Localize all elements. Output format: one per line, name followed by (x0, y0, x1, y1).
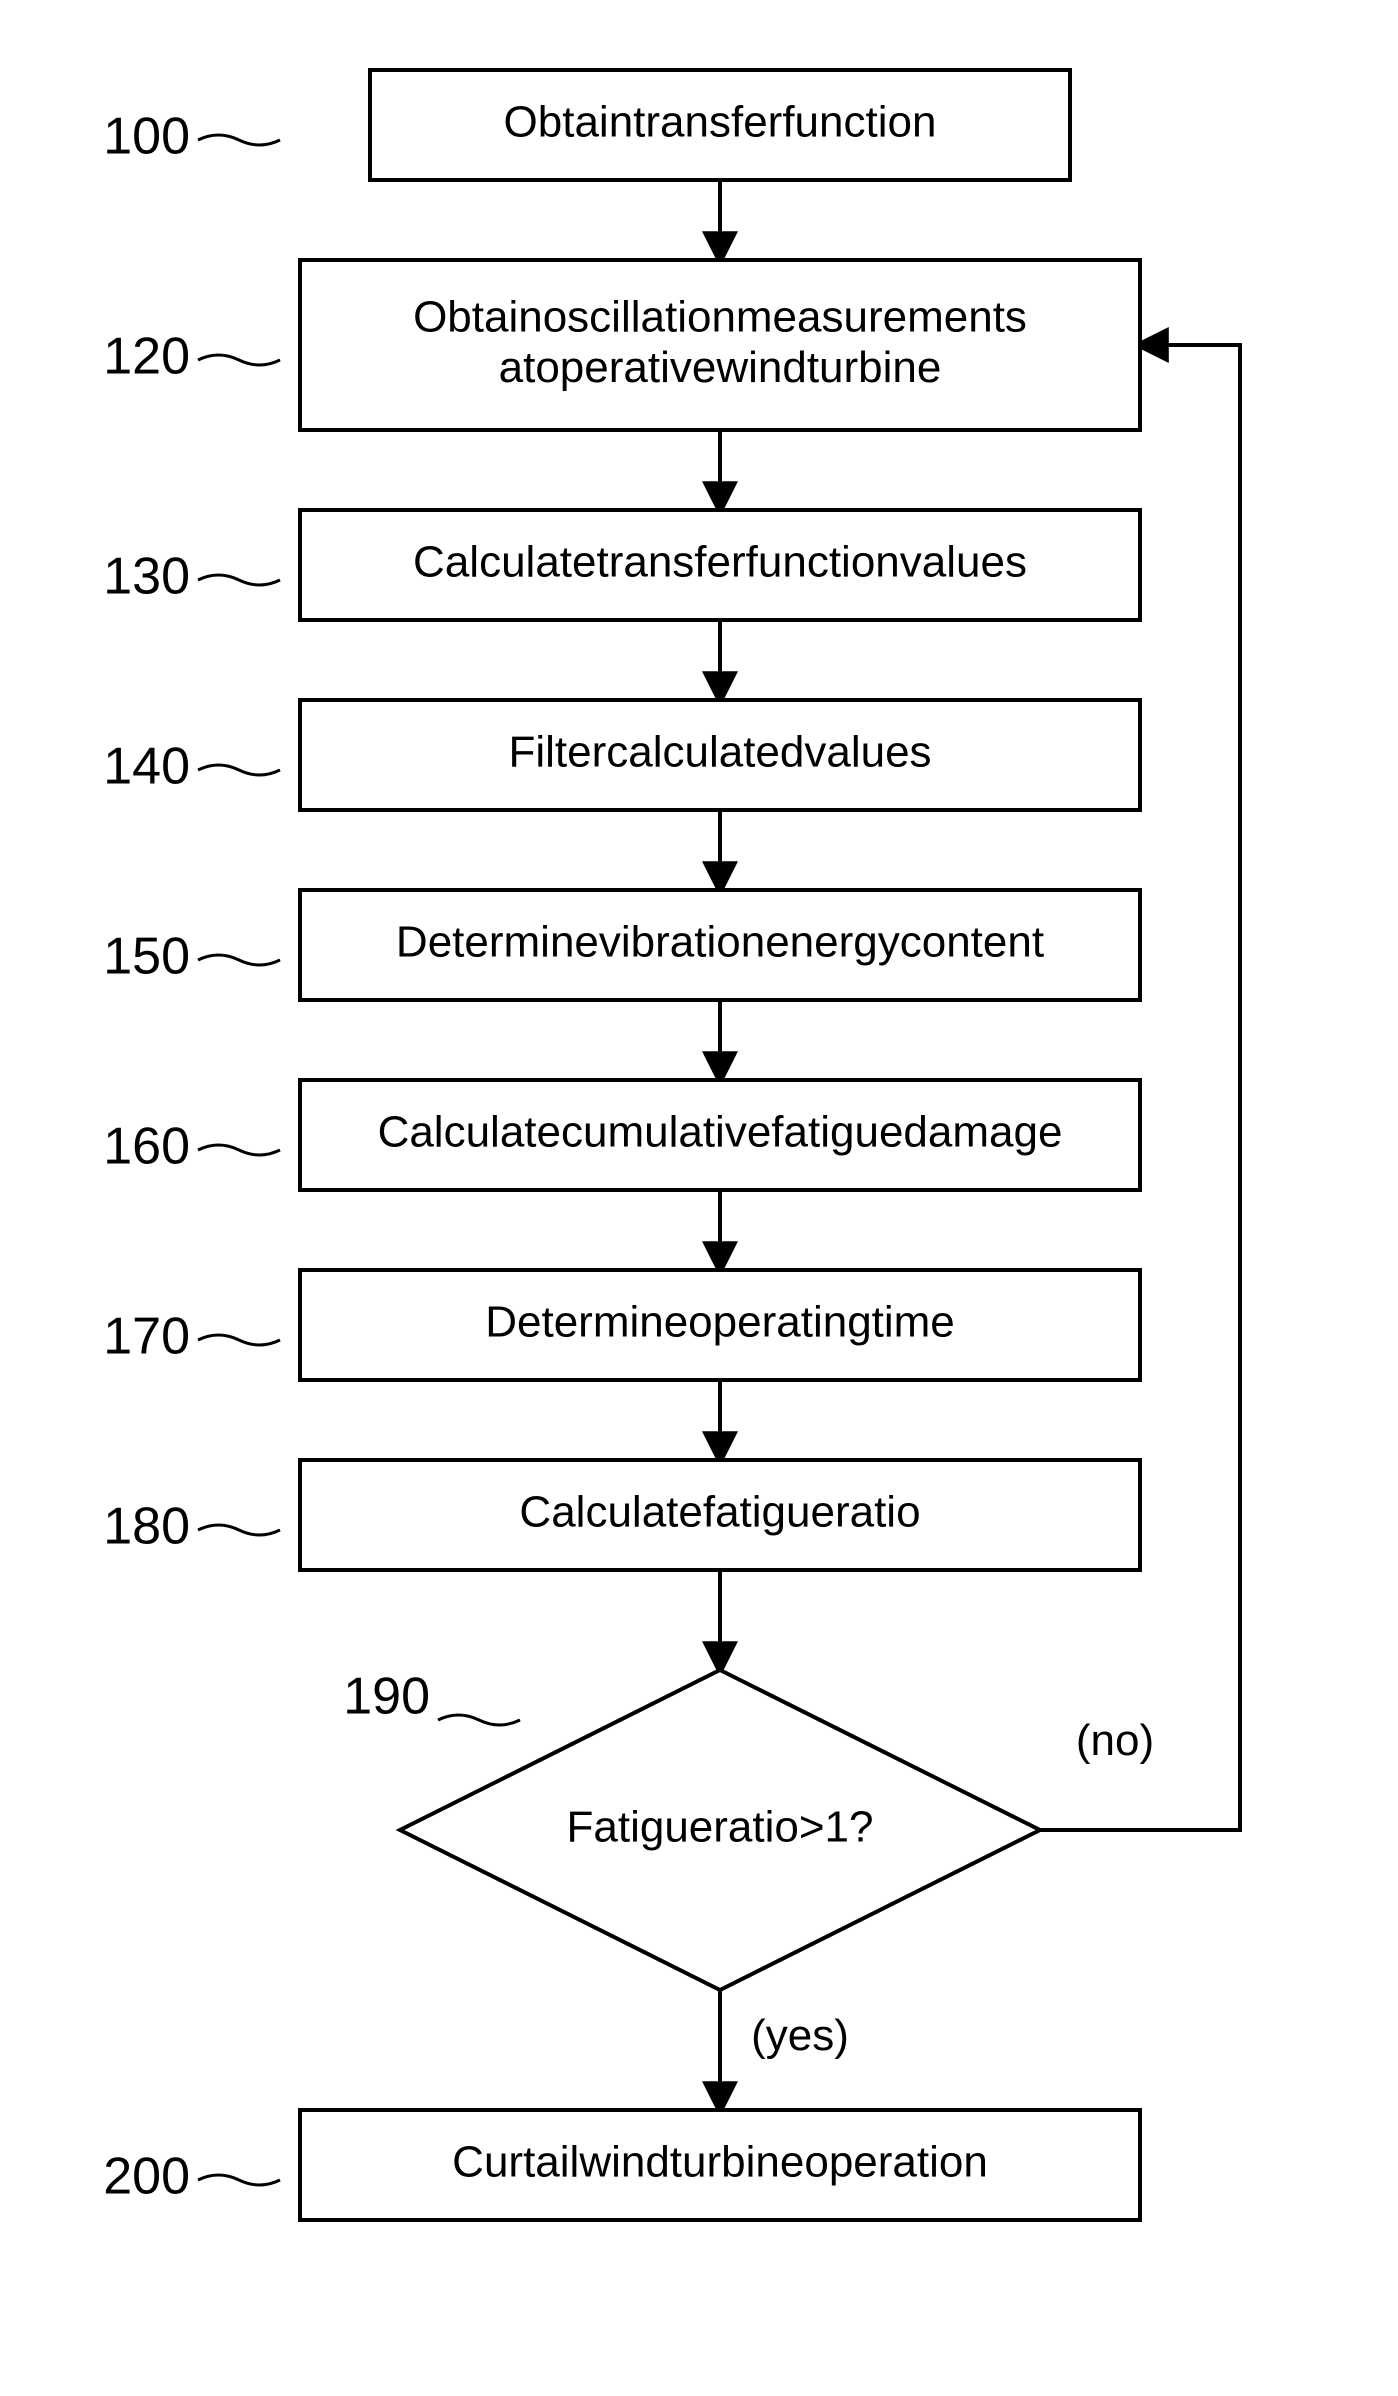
node-text: Obtainoscillationmeasurements (413, 292, 1027, 341)
node-text: Obtaintransferfunction (504, 98, 937, 147)
node-number-label: 140 (103, 738, 190, 796)
node-text: Curtailwindturbineoperation (452, 2138, 988, 2187)
node-number-label: 180 (103, 1498, 190, 1556)
label-connector (198, 955, 280, 965)
node-text: Fatigueratio>1? (567, 1803, 874, 1852)
node-number-label: 130 (103, 548, 190, 606)
label-connector (198, 1525, 280, 1535)
node-number-label: 190 (343, 1668, 430, 1726)
label-connector (198, 355, 280, 365)
node-text: Determineoperatingtime (485, 1298, 955, 1347)
label-connector (198, 135, 280, 145)
node-text: Determinevibrationenergycontent (396, 918, 1044, 967)
node-text: Calculatetransferfunctionvalues (413, 538, 1027, 587)
label-connector (198, 1145, 280, 1155)
label-connector (198, 765, 280, 775)
node-text: Filtercalculatedvalues (508, 728, 931, 777)
edge-label: (no) (1076, 1716, 1154, 1765)
node-text: Calculatecumulativefatiguedamage (378, 1108, 1063, 1157)
label-connector (438, 1715, 520, 1725)
edge-label: (yes) (751, 2011, 849, 2060)
node-text: Calculatefatigueratio (519, 1488, 920, 1537)
node-number-label: 160 (103, 1118, 190, 1176)
node-number-label: 200 (103, 2148, 190, 2206)
label-connector (198, 575, 280, 585)
node-number-label: 100 (103, 108, 190, 166)
node-number-label: 170 (103, 1308, 190, 1366)
flowchart-canvas: (yes) (no) Obtaintransferfunction Obtainosc… (0, 0, 1398, 2391)
node-number-label: 150 (103, 928, 190, 986)
node-text: atoperativewindturbine (499, 343, 942, 392)
label-connector (198, 2175, 280, 2185)
label-connector (198, 1335, 280, 1345)
node-number-label: 120 (103, 328, 190, 386)
